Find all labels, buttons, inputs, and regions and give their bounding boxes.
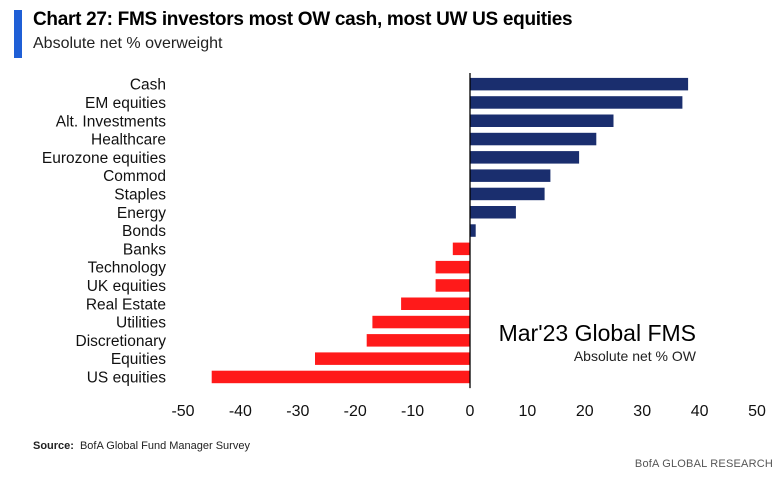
- category-label: Technology: [88, 260, 167, 277]
- annotation-subtitle: Absolute net % OW: [574, 348, 697, 364]
- brand-footer: BofA GLOBAL RESEARCH: [634, 458, 773, 470]
- source-label: Source:: [33, 440, 74, 452]
- category-label: Cash: [130, 77, 166, 94]
- category-label: Utilities: [116, 315, 166, 332]
- bar-uk-equities: [435, 279, 470, 292]
- chart-subtitle: Absolute net % overweight: [33, 35, 223, 52]
- bar-eurozone-equities: [470, 151, 580, 164]
- x-tick-label: 20: [576, 403, 594, 420]
- category-label: Bonds: [122, 223, 166, 240]
- source-text: BofA Global Fund Manager Survey: [79, 440, 250, 452]
- bar-bonds: [470, 224, 476, 237]
- category-label: Eurozone equities: [42, 150, 166, 167]
- x-tick-label: 10: [519, 403, 537, 420]
- x-tick-label: -40: [229, 403, 252, 420]
- bar-equities: [315, 352, 470, 365]
- bar-alt-investments: [470, 114, 614, 127]
- category-label: Commod: [103, 168, 166, 185]
- bar-healthcare: [470, 132, 597, 146]
- title-accent-bar: [14, 10, 22, 58]
- bar-staples: [470, 187, 545, 201]
- category-label: Alt. Investments: [56, 113, 167, 130]
- x-tick-label: -20: [344, 403, 367, 420]
- category-label: EM equities: [85, 95, 166, 112]
- category-label: Healthcare: [91, 132, 166, 149]
- bar-em-equities: [470, 96, 683, 109]
- category-label: Equities: [111, 351, 166, 368]
- category-label: Energy: [117, 205, 166, 222]
- bar-utilities: [372, 315, 470, 329]
- bar-energy: [470, 206, 516, 219]
- bar-real-estate: [401, 297, 470, 310]
- category-label: US equities: [87, 369, 167, 386]
- x-tick-label: -30: [286, 403, 309, 420]
- x-tick-label: 40: [691, 403, 709, 420]
- x-tick-label: -10: [401, 403, 424, 420]
- category-label: Staples: [114, 187, 166, 204]
- category-label: Discretionary: [76, 333, 167, 350]
- chart-title: Chart 27: FMS investors most OW cash, mo…: [33, 9, 573, 30]
- x-tick-label: 0: [466, 403, 475, 420]
- bar-commod: [470, 169, 551, 182]
- x-tick-label: 30: [633, 403, 651, 420]
- bar-technology: [435, 260, 470, 274]
- bar-us-equities: [211, 370, 470, 384]
- category-label: Banks: [123, 241, 166, 258]
- x-tick-label: -50: [171, 403, 194, 420]
- bar-cash: [470, 77, 689, 91]
- category-label: UK equities: [87, 278, 167, 295]
- x-tick-label: 50: [748, 403, 766, 420]
- annotation-title: Mar'23 Global FMS: [499, 320, 696, 346]
- bar-banks: [452, 242, 470, 256]
- category-label: Real Estate: [86, 296, 166, 313]
- bar-discretionary: [366, 334, 470, 347]
- source-note: Source: BofA Global Fund Manager Survey: [33, 440, 250, 452]
